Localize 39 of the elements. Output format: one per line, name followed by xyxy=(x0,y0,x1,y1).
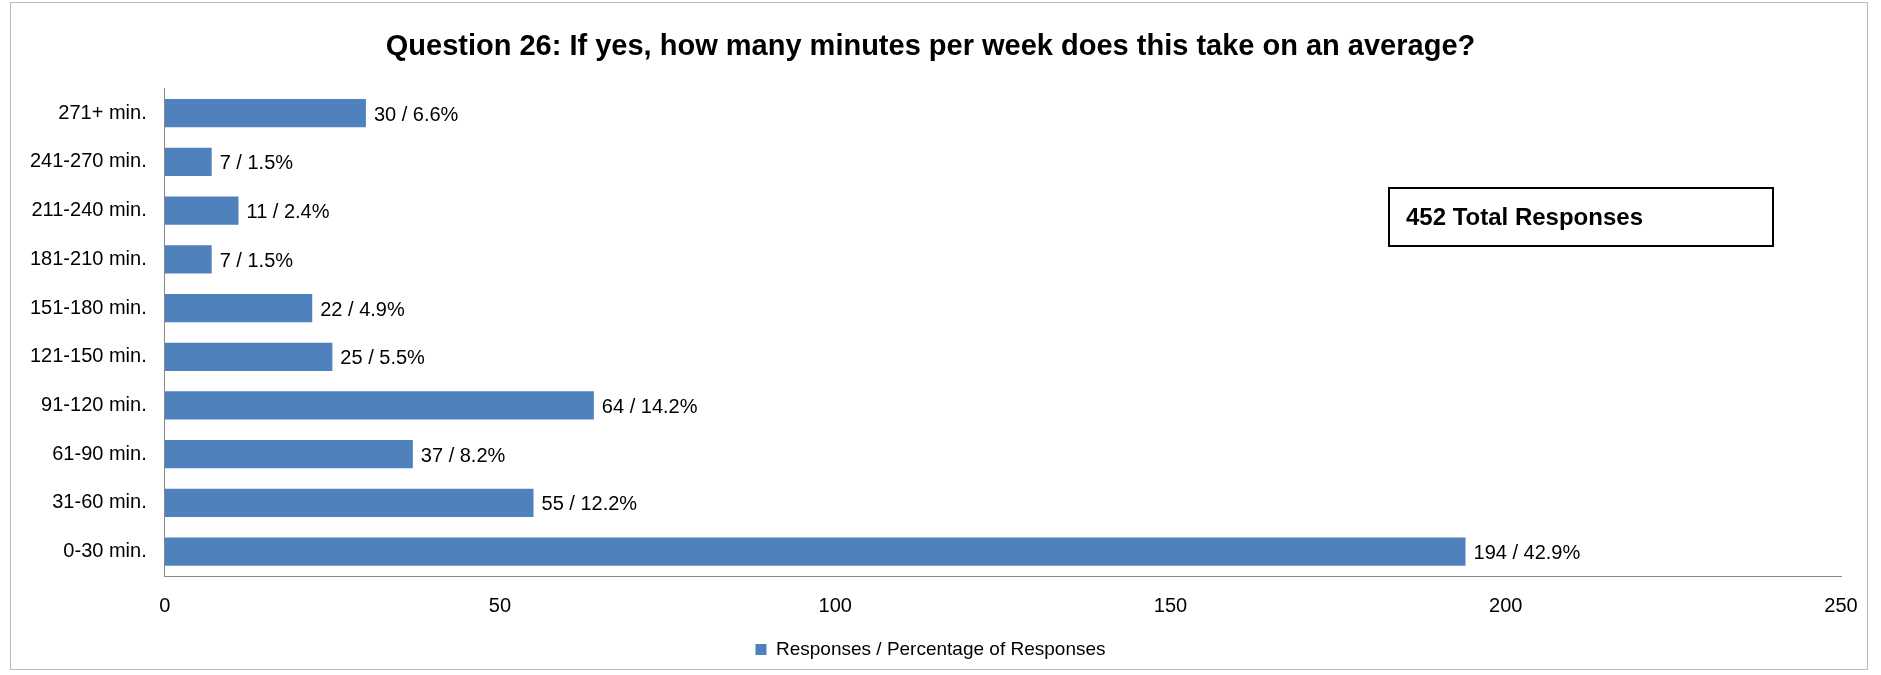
bar xyxy=(164,488,534,518)
y-tick-label: 271+ min. xyxy=(58,100,147,123)
bar xyxy=(164,196,239,225)
data-label: 194 / 42.9% xyxy=(1473,541,1581,564)
bar xyxy=(164,99,366,128)
x-tick-label: 250 xyxy=(1824,593,1858,616)
x-tick-label: 100 xyxy=(818,593,852,616)
data-label: 7 / 1.5% xyxy=(219,248,294,271)
y-tick-label: 0-30 min. xyxy=(63,539,147,562)
data-label: 37 / 8.2% xyxy=(420,443,506,466)
y-tick-label: 151-180 min. xyxy=(29,295,147,318)
y-tick-label: 211-240 min. xyxy=(31,198,147,221)
y-tick-label: 181-210 min. xyxy=(29,246,147,269)
bar xyxy=(164,537,1466,566)
bar xyxy=(164,147,212,177)
x-tick-label: 50 xyxy=(488,593,512,616)
bar xyxy=(164,293,313,323)
data-label: 55 / 12.2% xyxy=(541,492,638,515)
chart-title: Question 26: If yes, how many minutes per week does this take on an average? xyxy=(385,29,1476,62)
x-tick-label: 150 xyxy=(1153,593,1188,616)
x-tick-label: 0 xyxy=(159,593,171,616)
y-tick-label: 241-270 min. xyxy=(29,149,147,172)
bar xyxy=(164,391,594,420)
annotation: 452 Total Responses xyxy=(1388,187,1774,247)
legend-label: Responses / Percentage of Responses xyxy=(775,637,1106,659)
data-label: 64 / 14.2% xyxy=(601,395,698,417)
data-label: 7 / 1.5% xyxy=(219,151,294,174)
x-tick-label: 200 xyxy=(1489,593,1523,616)
y-tick-label: 91-120 min. xyxy=(41,393,147,415)
bar xyxy=(164,440,413,469)
bar xyxy=(164,245,212,274)
bar xyxy=(164,342,333,371)
data-label: 22 / 4.9% xyxy=(320,297,405,320)
y-tick-label: 31-60 min. xyxy=(52,490,147,513)
data-label: 11 / 2.4% xyxy=(246,200,330,223)
data-label: 30 / 6.6% xyxy=(373,102,459,125)
y-tick-label: 61-90 min. xyxy=(52,441,147,464)
y-tick-label: 121-150 min. xyxy=(29,344,147,367)
data-label: 25 / 5.5% xyxy=(340,346,426,369)
